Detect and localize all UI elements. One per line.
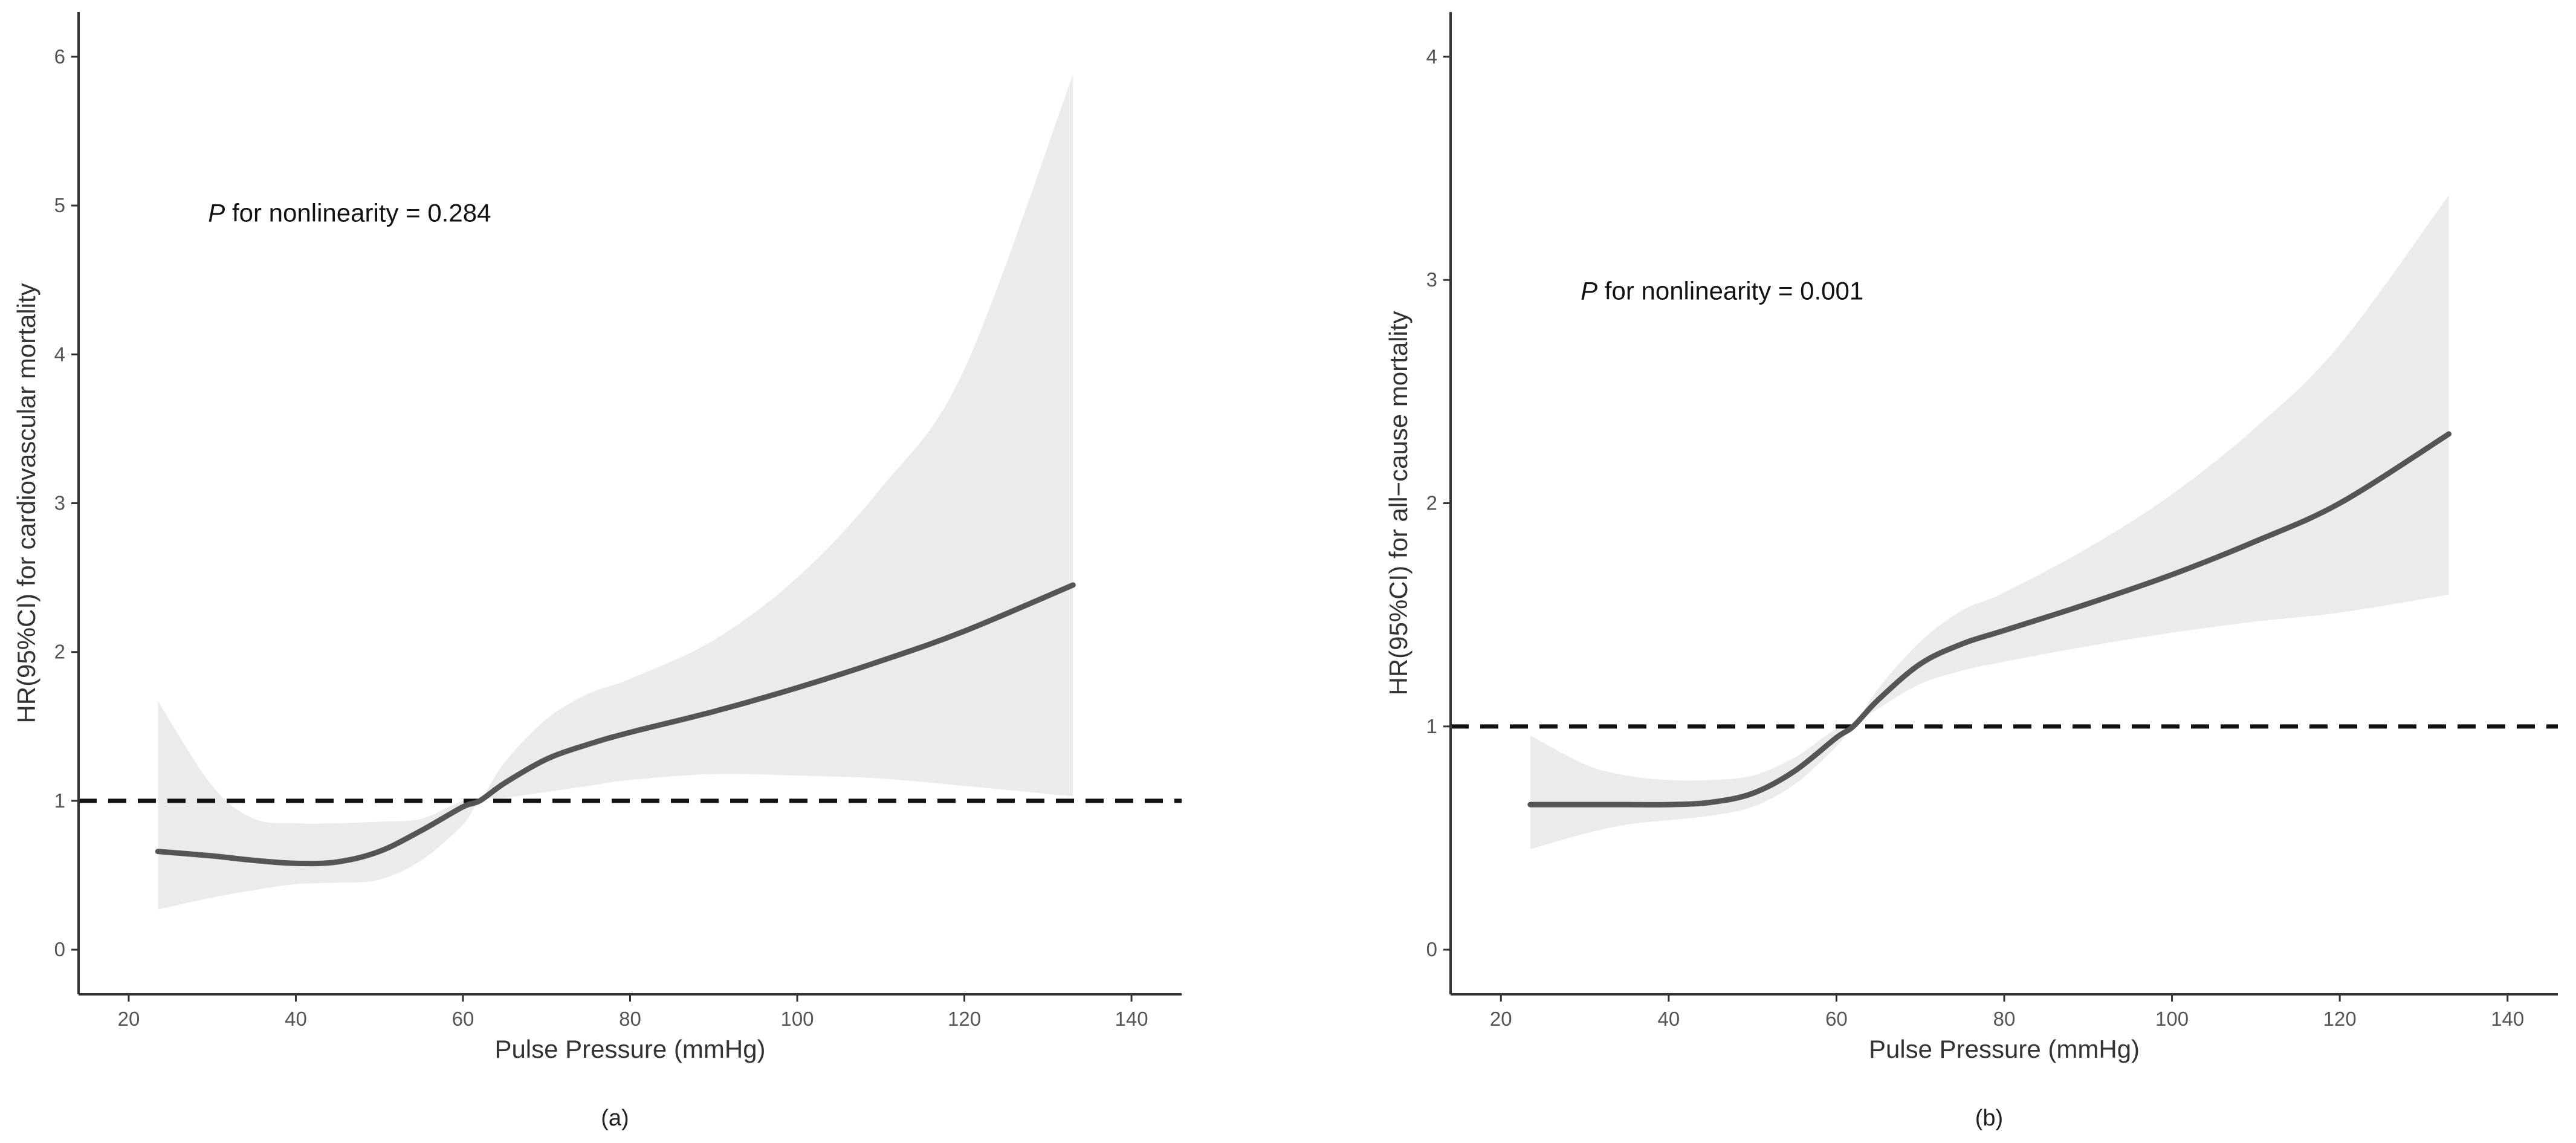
panel-a-y-axis-title: HR(95%CI) for cardiovascular mortality [12,283,40,723]
panel-a-x-axis-title: Pulse Pressure (mmHg) [494,1035,765,1063]
panel-a-chart: 0 1 2 3 4 5 6 20 40 60 80 100 120 140 Pulse Pressure (… [12,12,1182,1131]
panel-a-x-tick-label: 120 [948,1008,981,1030]
panel-a-caption: (a) [601,1106,629,1131]
panel-a-y-tick-label: 0 [54,938,65,960]
panel-a-y-tick-label: 4 [54,343,65,365]
panel-b-y-tick-label: 4 [1426,45,1437,68]
panel-b-nonlinearity-annotation: P for nonlinearity = 0.001 [1581,277,1863,305]
panel-a-nonlinearity-annotation: P for nonlinearity = 0.284 [208,198,491,227]
panel-b-x-tick-label: 100 [2155,1008,2189,1030]
panel-a-y-tick-label: 1 [54,789,65,812]
panel-a-x-tick-label: 60 [452,1008,474,1030]
panel-b-confidence-band [1530,195,2449,849]
panel-a-x-tick-label: 80 [619,1008,641,1030]
panel-a-y-tick-label: 2 [54,641,65,663]
panel-a-y-tick-label: 6 [54,45,65,68]
panel-b-y-axis-title: HR(95%CI) for all−cause mortality [1384,311,1413,695]
panel-b-x-tick-label: 80 [1993,1008,2016,1030]
panel-b-x-axis-title: Pulse Pressure (mmHg) [1869,1035,2140,1063]
panel-b-y-tick-label: 3 [1426,268,1437,291]
panel-a-x-tick-label: 100 [780,1008,814,1030]
panel-b-annotation-text: for nonlinearity = 0.001 [1597,277,1863,305]
panel-b-chart: 0 1 2 3 4 20 40 60 80 100 120 140 Pulse Pressure (mm… [1384,12,2558,1131]
panel-b-y-tick-label: 0 [1426,938,1437,960]
panel-b-hr-curve [1527,431,2452,808]
panel-a-y-tick-label: 5 [54,194,65,216]
panel-b-x-tick-label: 20 [1490,1008,1512,1030]
panel-a-confidence-band [158,74,1073,910]
panel-b-x-tick-label: 140 [2491,1008,2524,1030]
panel-b-annotation-p: P [1581,277,1597,305]
panel-a-x-tick-label: 140 [1115,1008,1148,1030]
panel-a-y-tick-label: 3 [54,492,65,514]
panel-a-annotation-p: P [208,198,225,227]
panel-a-x-tick-label: 40 [285,1008,307,1030]
panel-b-x-tick-label: 60 [1825,1008,1848,1030]
panel-a-hr-curve [155,582,1076,867]
panel-b-y-tick-label: 2 [1426,492,1437,514]
panel-b-x-tick-label: 120 [2323,1008,2357,1030]
panel-a-annotation-text: for nonlinearity = 0.284 [225,198,491,227]
panel-b-caption: (b) [1975,1106,2003,1131]
panel-a-x-tick-label: 20 [118,1008,140,1030]
panel-b-x-tick-label: 40 [1657,1008,1680,1030]
panel-b-y-tick-label: 1 [1426,715,1437,737]
